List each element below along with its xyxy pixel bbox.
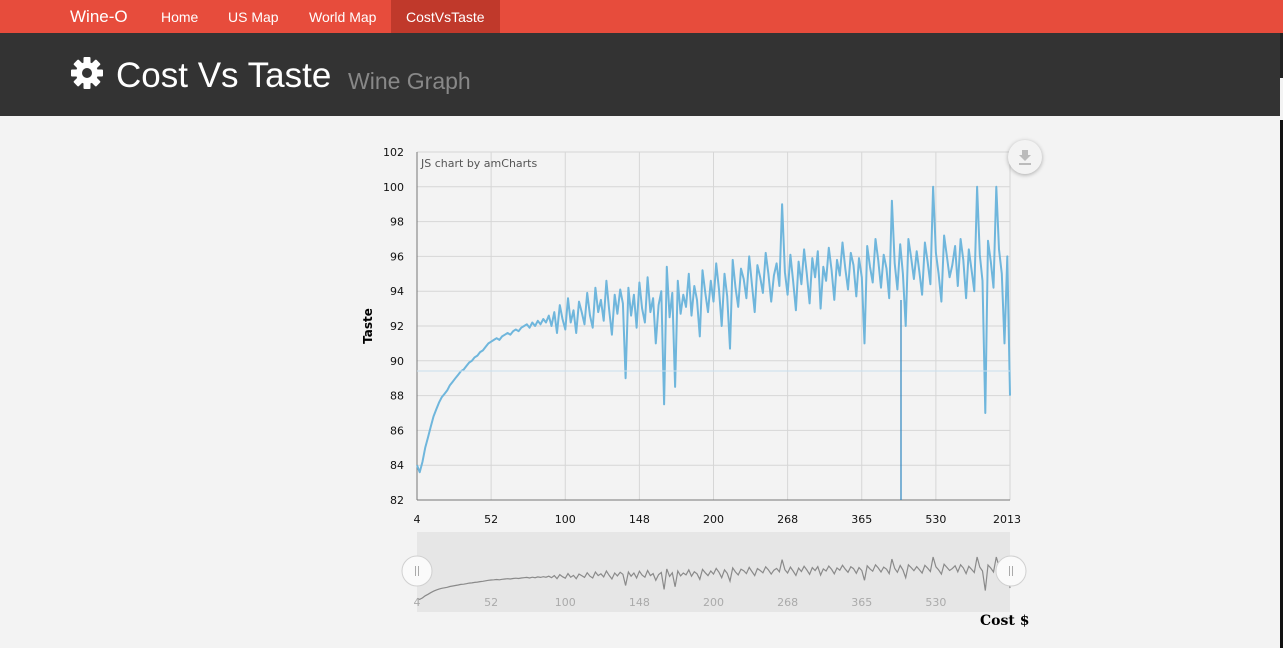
scrollbar-preview-line <box>416 556 1011 601</box>
chart-credit[interactable]: JS chart by amCharts <box>421 157 538 170</box>
x-tick-label: 2013 <box>993 513 1021 526</box>
gear-icon <box>71 57 103 89</box>
handle-circle <box>995 555 1027 587</box>
nav-world-map[interactable]: World Map <box>309 9 377 25</box>
x-tick-label: 148 <box>629 513 650 526</box>
page-subtitle: Wine Graph <box>348 68 471 94</box>
export-button[interactable] <box>1008 140 1042 174</box>
x-tick-label: 100 <box>555 513 576 526</box>
scrollbar-tick-label: 148 <box>629 596 650 609</box>
scrollbar-tick-label: 4 <box>414 596 421 609</box>
scrollbar-tick-label: 365 <box>851 596 872 609</box>
chart-axes <box>416 152 1010 501</box>
scrollbar-left-handle[interactable] <box>401 555 433 587</box>
nav-home[interactable]: Home <box>161 9 199 25</box>
y-tick-label: 102 <box>383 146 404 159</box>
y-tick-label: 96 <box>390 250 404 263</box>
x-axis-ticks: 4 52 100 148 200 268 365 530 2013 <box>414 513 1022 526</box>
nav-active-highlight <box>391 0 500 33</box>
chart-scrollbar[interactable]: 4 52 100 148 200 268 365 530 <box>401 532 1027 612</box>
scrollbar-tick-label: 100 <box>555 596 576 609</box>
y-tick-label: 90 <box>390 355 404 368</box>
x-axis-label: Cost $ <box>980 613 1030 629</box>
x-tick-label: 52 <box>484 513 498 526</box>
y-tick-label: 100 <box>383 181 404 194</box>
scrollbar-tick-label: 268 <box>777 596 798 609</box>
top-navbar: Wine-O Home US Map World Map CostVsTaste <box>0 0 1283 33</box>
y-tick-label: 88 <box>390 390 404 403</box>
page-edge <box>1280 120 1283 648</box>
scrollbar-right-handle[interactable] <box>995 555 1027 587</box>
chart-cursor <box>417 300 1010 500</box>
x-tick-label: 530 <box>925 513 946 526</box>
y-tick-label: 84 <box>390 459 404 472</box>
scrollbar-tick-label: 200 <box>703 596 724 609</box>
y-tick-label: 82 <box>390 494 404 507</box>
brand-link[interactable]: Wine-O <box>70 7 128 26</box>
page-header <box>0 33 1280 116</box>
chart-grid <box>416 151 1011 501</box>
series-layer <box>416 185 1011 474</box>
x-tick-label: 4 <box>414 513 421 526</box>
scrollbar-tick-label: 52 <box>484 596 498 609</box>
y-axis-ticks: 82 84 86 88 90 92 94 96 98 100 102 <box>383 146 404 507</box>
header-edge <box>1280 33 1283 78</box>
y-axis-label: Taste <box>361 308 375 344</box>
scrollbar-background <box>417 532 1010 612</box>
scrollbar-tick-label: 530 <box>925 596 946 609</box>
x-tick-label: 200 <box>703 513 724 526</box>
handle-circle <box>401 555 433 587</box>
y-tick-label: 94 <box>390 285 404 298</box>
series-line <box>416 185 1011 474</box>
nav-us-map[interactable]: US Map <box>228 9 279 25</box>
nav-cost-vs-taste[interactable]: CostVsTaste <box>406 9 485 25</box>
x-tick-label: 365 <box>851 513 872 526</box>
y-tick-label: 92 <box>390 320 404 333</box>
y-tick-label: 98 <box>390 216 404 229</box>
x-tick-label: 268 <box>777 513 798 526</box>
y-tick-label: 86 <box>390 424 404 437</box>
page-title: Cost Vs Taste <box>116 56 332 95</box>
download-icon <box>1019 150 1031 165</box>
